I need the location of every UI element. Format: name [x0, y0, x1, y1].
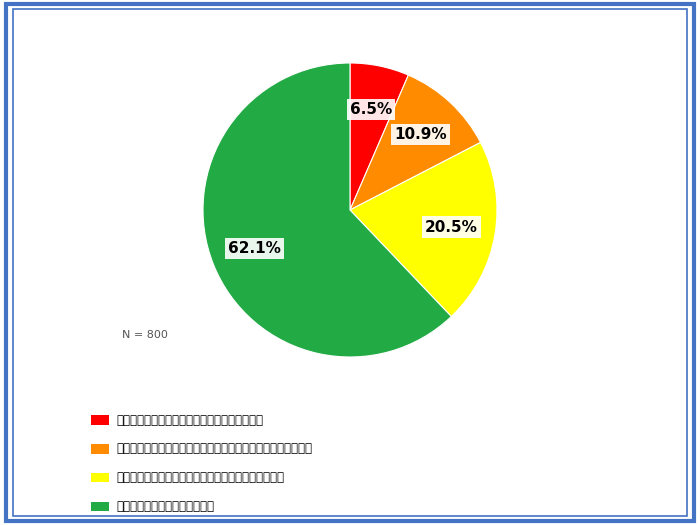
Text: 10.9%: 10.9% — [394, 127, 447, 142]
Text: 20.5%: 20.5% — [425, 219, 478, 235]
Wedge shape — [203, 63, 452, 357]
Wedge shape — [350, 142, 497, 317]
Wedge shape — [350, 75, 481, 210]
Wedge shape — [350, 63, 408, 210]
Text: 62.1%: 62.1% — [228, 240, 281, 256]
Text: 熱中症にかかっていないが、危険を感じたことがある: 熱中症にかかっていないが、危険を感じたことがある — [117, 471, 285, 484]
Text: 6.5%: 6.5% — [350, 102, 392, 117]
Text: 熱中症にはかかったことがない: 熱中症にはかかったことがない — [117, 500, 215, 513]
Text: 救急搬送や医療機関で診療を受けたことがある: 救急搬送や医療機関で診療を受けたことがある — [117, 414, 264, 426]
Text: 医療機関で診療を受けていないが熱中症にかかったことがある: 医療機関で診療を受けていないが熱中症にかかったことがある — [117, 443, 313, 455]
Text: N = 800: N = 800 — [122, 330, 168, 340]
